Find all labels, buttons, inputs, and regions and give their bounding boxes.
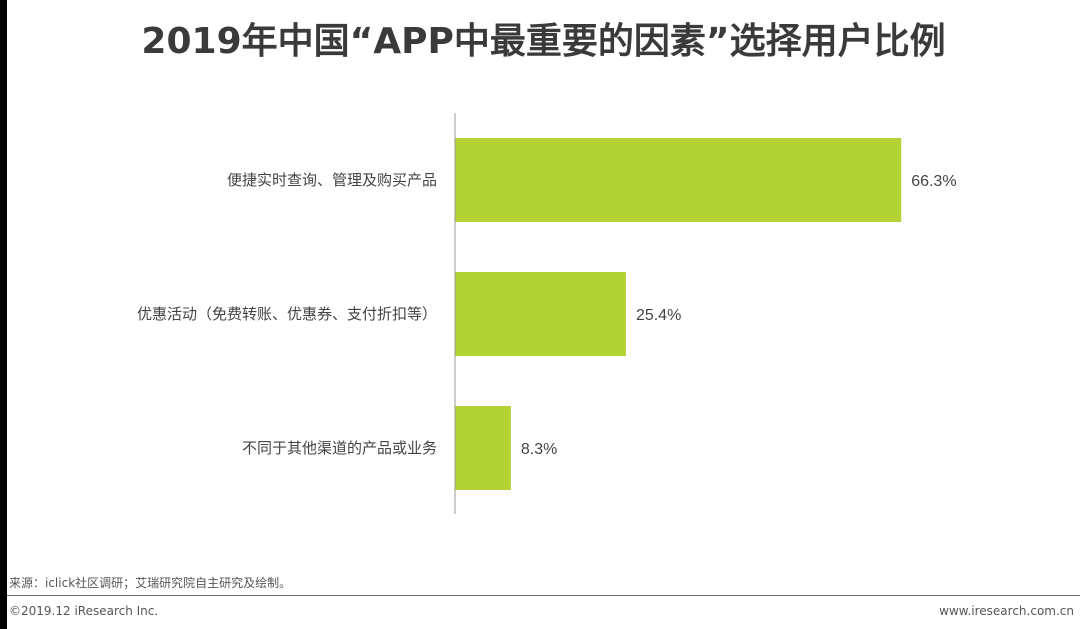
- copyright-text: ©2019.12 iResearch Inc.: [9, 604, 159, 618]
- category-label-1: 便捷实时查询、管理及购买产品: [227, 171, 437, 189]
- slide: 2019年中国“APP中最重要的因素”选择用户比例 便捷实时查询、管理及购买产品…: [7, 0, 1080, 629]
- labels-layer: 便捷实时查询、管理及购买产品 66.3% 优惠活动（免费转账、优惠券、支付折扣等） 2…: [137, 171, 957, 458]
- footer-divider: [7, 595, 1080, 596]
- category-label-3: 不同于其他渠道的产品或业务: [242, 439, 437, 457]
- chart-title: 2019年中国“APP中最重要的因素”选择用户比例: [141, 21, 946, 62]
- value-label-1: 66.3%: [911, 173, 956, 190]
- bar-1: [455, 138, 902, 222]
- value-label-3: 8.3%: [521, 441, 557, 458]
- bar-2: [455, 272, 626, 356]
- bars-layer: [455, 138, 902, 490]
- website-text: www.iresearch.com.cn: [939, 604, 1074, 618]
- source-note: 来源：iclick社区调研；艾瑞研究院自主研究及绘制。: [9, 576, 292, 590]
- value-label-2: 25.4%: [636, 307, 681, 324]
- category-label-2: 优惠活动（免费转账、优惠券、支付折扣等）: [137, 305, 437, 323]
- bar-chart: 便捷实时查询、管理及购买产品 66.3% 优惠活动（免费转账、优惠券、支付折扣等） 2…: [137, 113, 957, 514]
- bar-3: [455, 406, 511, 490]
